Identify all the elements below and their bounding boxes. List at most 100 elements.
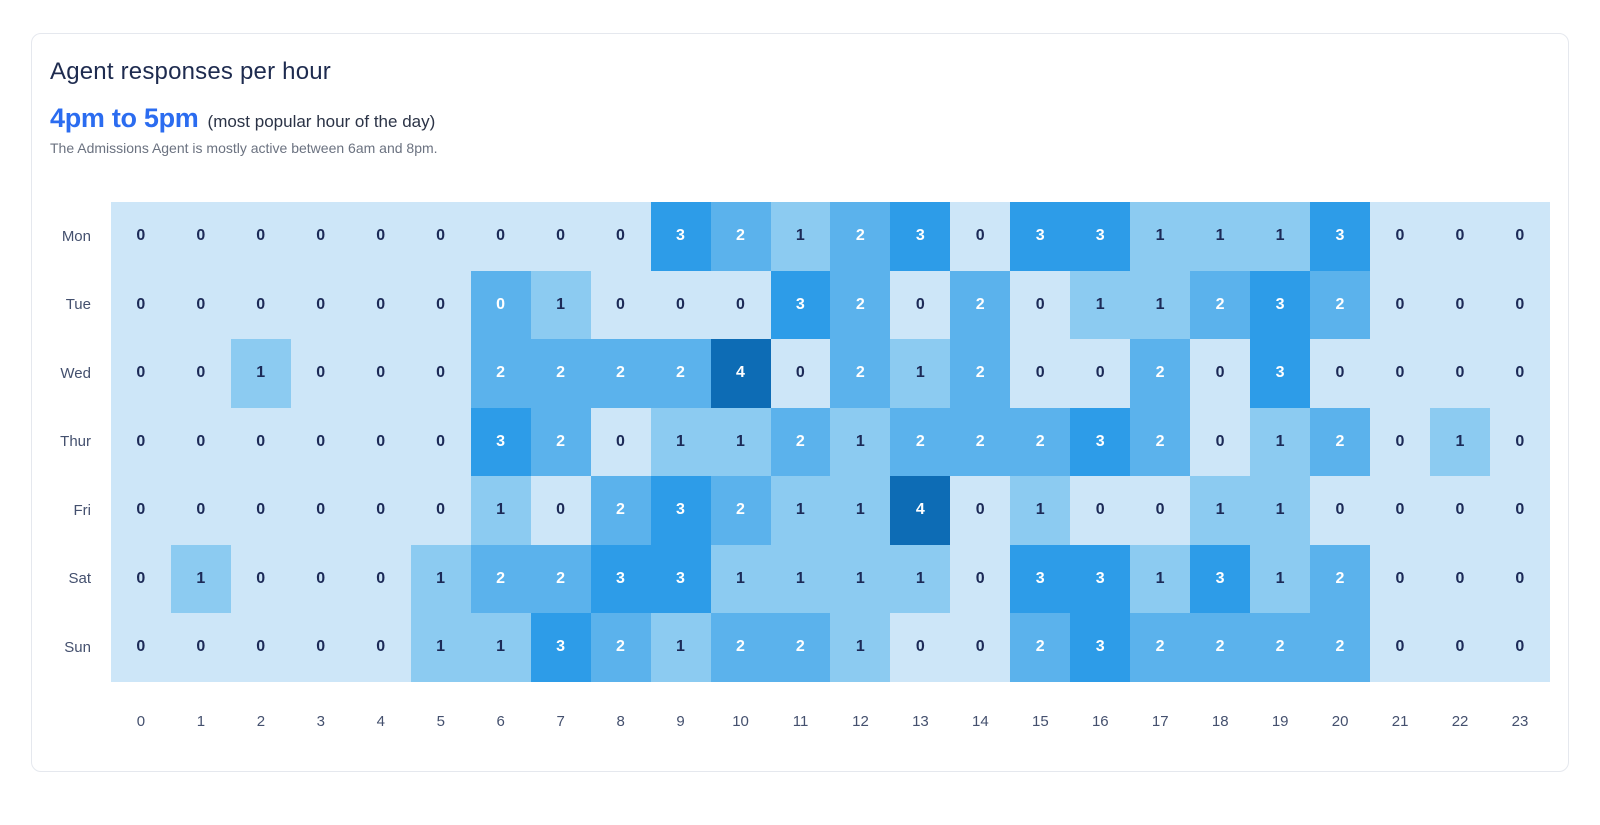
heatmap-cell: 0 <box>1430 613 1491 682</box>
row-label-thur: Thur <box>60 433 91 451</box>
heatmap-cell: 3 <box>890 202 951 271</box>
heatmap-cell: 1 <box>770 476 831 545</box>
heatmap-cell: 2 <box>1130 407 1191 476</box>
heatmap-cell: 2 <box>950 339 1011 408</box>
heatmap-cell: 2 <box>830 202 891 271</box>
heatmap-cell: 2 <box>890 407 951 476</box>
heatmap-cell: 0 <box>890 613 951 682</box>
hour-label: 3 <box>316 712 326 730</box>
heatmap-cell: 2 <box>950 270 1011 339</box>
heatmap-cell: 0 <box>1490 407 1550 476</box>
heatmap-cell: 0 <box>350 270 411 339</box>
heatmap-cell: 2 <box>770 407 831 476</box>
heatmap-cell: 3 <box>650 544 711 613</box>
heatmap-cell: 0 <box>1130 476 1191 545</box>
heatmap-cell: 3 <box>770 270 831 339</box>
heatmap-cell: 1 <box>1010 476 1071 545</box>
heatmap-cell: 4 <box>710 339 771 408</box>
heatmap-cell: 1 <box>830 476 891 545</box>
agent-responses-card: Agent responses per hour 4pm to 5pm (mos… <box>31 33 1569 772</box>
heatmap-cell: 0 <box>290 476 351 545</box>
heatmap-cell: 0 <box>170 613 231 682</box>
heatmap-cell: 1 <box>1190 202 1251 271</box>
hour-label: 16 <box>1091 712 1109 730</box>
heatmap-cell: 2 <box>1010 613 1071 682</box>
heatmap-cell: 2 <box>650 339 711 408</box>
responses-heatmap: Mon 0 0 0 0 0 0 0 0 0 3 2 1 2 3 0 3 3 1 1 1 3 0 0 0 Tue 0 0 0 0 0 0 0 1 0 0… <box>50 202 1550 750</box>
heatmap-cell: 0 <box>290 270 351 339</box>
heatmap-cell: 0 <box>1370 476 1431 545</box>
heatmap-cell: 1 <box>890 544 951 613</box>
heatmap-cell: 2 <box>1310 544 1371 613</box>
heatmap-cell: 0 <box>1490 270 1550 339</box>
heatmap-cell: 0 <box>1430 544 1491 613</box>
heatmap-cell: 3 <box>650 476 711 545</box>
heatmap-cell: 0 <box>1370 339 1431 408</box>
hour-label: 0 <box>136 712 146 730</box>
heatmap-cell: 1 <box>830 407 891 476</box>
heatmap-cell: 2 <box>1190 270 1251 339</box>
heatmap-cell: 0 <box>350 544 411 613</box>
hour-label: 14 <box>972 712 989 730</box>
heatmap-cell: 1 <box>1190 476 1251 545</box>
heatmap-cell: 1 <box>1430 407 1491 476</box>
heatmap-cell: 0 <box>230 270 291 339</box>
heatmap-cell: 0 <box>1310 476 1371 545</box>
heatmap-cell: 1 <box>650 407 711 476</box>
popular-hour-note: (most popular hour of the day) <box>207 112 436 131</box>
heatmap-cell: 3 <box>470 407 531 476</box>
heatmap-cell: 1 <box>530 270 591 339</box>
row-label-sat: Sat <box>68 570 91 588</box>
heatmap-cell: 0 <box>170 339 231 408</box>
hour-label: 4 <box>376 712 385 730</box>
heatmap-cell: 0 <box>230 544 291 613</box>
popular-hour-row: 4pm to 5pm (most popular hour of the day… <box>50 103 1550 134</box>
heatmap-cell: 0 <box>590 270 651 339</box>
heatmap-cell: 0 <box>1370 270 1431 339</box>
heatmap-cell: 0 <box>950 476 1011 545</box>
hour-label: 11 <box>792 712 809 730</box>
hour-label: 20 <box>1331 712 1349 730</box>
heatmap-cell: 0 <box>111 544 171 613</box>
heatmap-cell: 0 <box>1070 339 1131 408</box>
hour-label: 13 <box>912 712 929 730</box>
heatmap-cell: 0 <box>111 202 171 271</box>
heatmap-cell: 1 <box>1250 544 1311 613</box>
heatmap-cell: 0 <box>950 544 1011 613</box>
hour-label: 10 <box>732 712 749 730</box>
heatmap-cell: 0 <box>1430 270 1491 339</box>
heatmap-cell: 1 <box>470 613 531 682</box>
heatmap-cell: 0 <box>890 270 951 339</box>
heatmap-cell: 0 <box>1430 476 1491 545</box>
heatmap-cell: 1 <box>650 613 711 682</box>
heatmap-cell: 3 <box>1010 544 1071 613</box>
heatmap-cell: 3 <box>1070 407 1131 476</box>
heatmap-cell: 0 <box>1430 202 1491 271</box>
row-label-tue: Tue <box>65 296 91 314</box>
heatmap-cell: 1 <box>770 544 831 613</box>
heatmap-cell: 0 <box>1310 339 1371 408</box>
heatmap-cell: 3 <box>1070 613 1131 682</box>
heatmap-cell: 1 <box>1130 270 1191 339</box>
heatmap-cell: 0 <box>111 613 171 682</box>
heatmap-cell: 0 <box>230 202 291 271</box>
heatmap-cell: 0 <box>290 407 351 476</box>
heatmap-cell: 0 <box>1490 339 1550 408</box>
heatmap-cell: 0 <box>170 202 231 271</box>
heatmap-cell: 1 <box>1250 407 1311 476</box>
heatmap-cell: 1 <box>230 339 291 408</box>
hour-label: 1 <box>196 712 206 730</box>
heatmap-cell: 0 <box>111 270 171 339</box>
heatmap-cell: 4 <box>890 476 951 545</box>
hour-label: 6 <box>496 712 505 730</box>
hour-label: 8 <box>616 712 625 730</box>
heatmap-cell: 2 <box>950 407 1011 476</box>
heatmap-cell: 2 <box>1310 407 1371 476</box>
heatmap-cell: 2 <box>530 407 591 476</box>
heatmap-cell: 0 <box>1370 407 1431 476</box>
heatmap-cell: 0 <box>1370 544 1431 613</box>
heatmap-cell: 0 <box>350 339 411 408</box>
heatmap-cell: 0 <box>111 339 171 408</box>
heatmap-cell: 0 <box>410 407 471 476</box>
heatmap-cell: 0 <box>530 202 591 271</box>
